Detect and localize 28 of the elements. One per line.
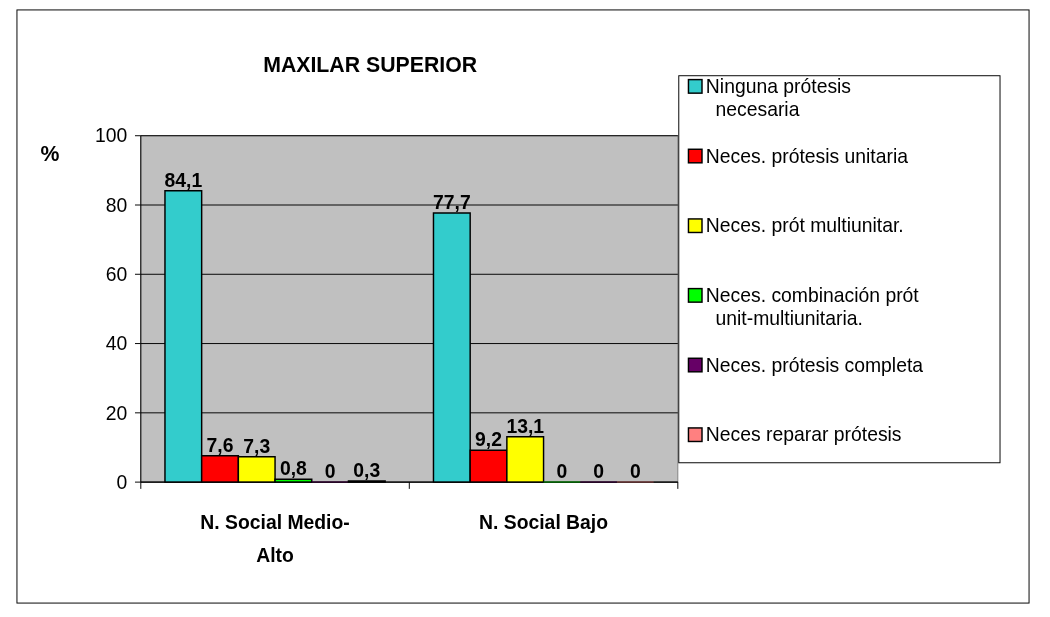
legend-label: Neces. prótesis unitaria (705, 144, 909, 167)
legend-label: Ninguna prótesis necesaria (705, 75, 852, 121)
y-tick-label: 100 (94, 124, 128, 147)
data-label: 0 (593, 460, 604, 483)
x-tick-label: N. Social Medio-Alto (200, 510, 350, 567)
chart-title: MAXILAR SUPERIOR (263, 52, 478, 77)
y-tick-label: 60 (105, 263, 128, 286)
data-label: 0,3 (353, 459, 381, 482)
y-tick-label: 40 (105, 332, 128, 355)
y-tick-label: 0 (116, 470, 128, 493)
y-tick-label: 80 (105, 193, 128, 216)
data-label: 0 (556, 460, 568, 483)
legend-label: Neces. prót multiunitar. (705, 214, 904, 237)
data-label: 0,8 (279, 457, 308, 480)
data-label: 77,7 (432, 191, 471, 214)
data-label: 0 (629, 460, 641, 483)
legend-label: Neces. combinación prót unit-multiunitaria. (705, 284, 920, 330)
data-label: 84,1 (164, 168, 203, 191)
legend-label: Neces. prótesis completa (705, 353, 924, 376)
data-label: 13,1 (506, 414, 545, 437)
x-tick-label: N. Social Bajo (479, 510, 609, 533)
y-axis-title: % (40, 141, 60, 166)
legend-label: Neces reparar prótesis (705, 423, 902, 446)
data-label: 7,3 (243, 434, 271, 457)
data-label: 7,6 (206, 433, 234, 456)
data-label: 0 (324, 460, 336, 483)
data-label: 9,2 (475, 428, 502, 451)
y-tick-label: 20 (105, 401, 128, 424)
